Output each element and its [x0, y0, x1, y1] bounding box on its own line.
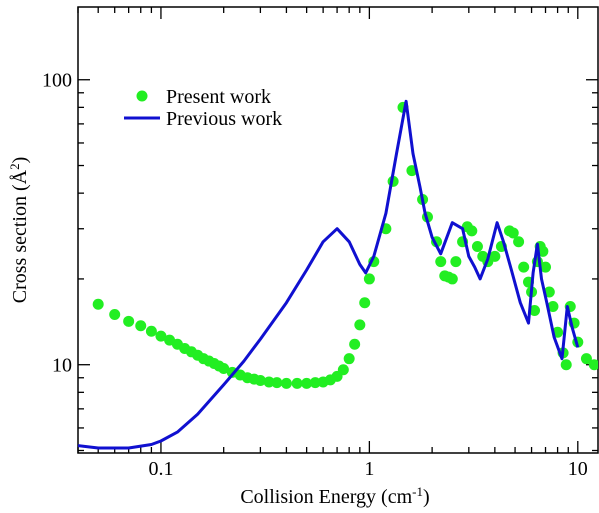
data-point-present-work [518, 261, 530, 273]
data-point-present-work [540, 261, 552, 273]
data-point-present-work [263, 376, 275, 388]
data-point-present-work [580, 353, 592, 365]
data-point-present-work [280, 377, 292, 389]
data-point-present-work [254, 375, 266, 387]
data-point-present-work [92, 298, 104, 310]
data-point-present-work [537, 245, 549, 257]
data-point-present-work [435, 256, 447, 268]
legend-marker-present-work [136, 90, 148, 102]
data-point-present-work [547, 301, 559, 313]
data-point-present-work [354, 319, 366, 331]
data-point-present-work [218, 362, 230, 374]
data-point-present-work [466, 225, 478, 237]
data-point-present-work [446, 273, 458, 285]
axis-tick-labels: 0.1 1 10 10 100 [42, 70, 588, 480]
data-point-present-work [109, 309, 121, 321]
data-point-present-work [489, 250, 501, 262]
x-tick-label: 10 [568, 458, 588, 480]
y-tick-label: 100 [42, 70, 72, 92]
axis-ticks [77, 7, 598, 453]
x-axis-label: Collision Energy (cm-1) [240, 484, 429, 509]
data-point-present-work [135, 320, 147, 332]
data-point-present-work [155, 330, 167, 342]
y-axis-label: Cross section (Å2) [7, 157, 32, 304]
data-point-present-work [349, 338, 361, 350]
legend-label-present-work: Present work [166, 86, 271, 108]
series-line-previous-work [78, 99, 580, 450]
data-point-present-work [588, 359, 598, 371]
data-point-present-work [301, 377, 313, 389]
plot-frame [77, 6, 599, 454]
data-point-present-work [291, 377, 303, 389]
series-present-work [92, 101, 598, 389]
data-point-present-work [145, 325, 157, 337]
legend: Present work Previous work [124, 86, 282, 130]
x-tick-label: 1 [364, 458, 374, 480]
plot-area [78, 99, 598, 450]
series-previous-work [78, 99, 580, 450]
data-point-present-work [513, 236, 525, 248]
data-point-present-work [450, 256, 462, 268]
data-point-present-work [560, 359, 572, 371]
x-tick-label: 0.1 [148, 458, 173, 480]
data-point-present-work [123, 315, 135, 327]
data-point-present-work [337, 364, 349, 376]
data-point-present-work [309, 377, 321, 389]
data-point-present-work [271, 377, 283, 389]
data-point-present-work [529, 304, 541, 316]
data-point-present-work [363, 273, 375, 285]
legend-label-previous-work: Previous work [166, 108, 282, 130]
data-point-present-work [543, 286, 555, 298]
data-point-present-work [471, 240, 483, 252]
data-point-present-work [507, 227, 519, 239]
y-tick-label: 10 [52, 355, 72, 377]
data-point-present-work [343, 353, 355, 365]
data-point-present-work [359, 297, 371, 309]
